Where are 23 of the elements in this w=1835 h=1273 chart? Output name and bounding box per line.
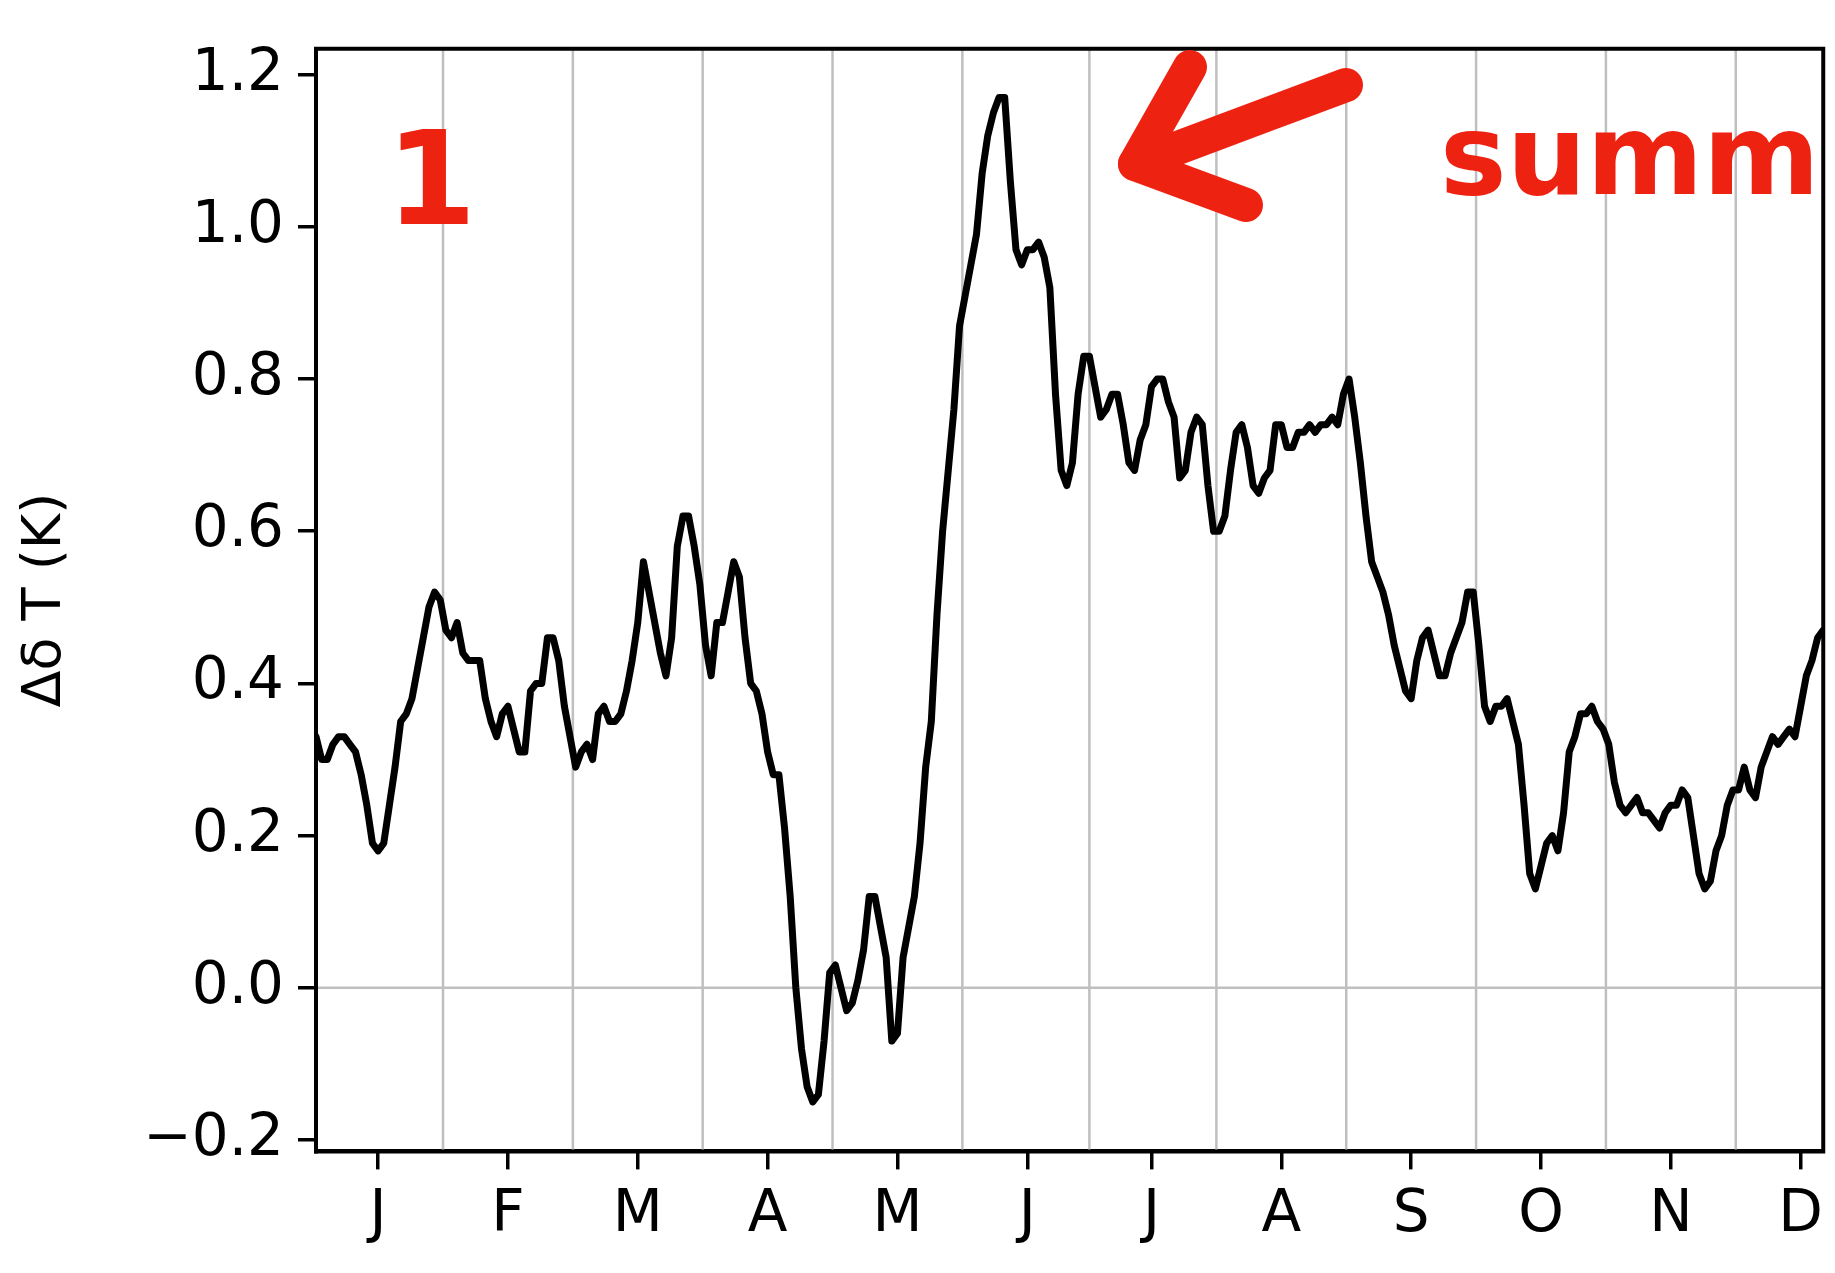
y-tick-label: 1.2 bbox=[191, 35, 284, 104]
y-tick-label: 0.2 bbox=[191, 796, 284, 865]
y-tick-label: −0.2 bbox=[143, 1101, 284, 1170]
y-tick-label: 0.4 bbox=[191, 644, 284, 713]
x-tick-label: J bbox=[1015, 1177, 1036, 1246]
x-tick-label: S bbox=[1392, 1177, 1430, 1246]
annotation: 1 bbox=[386, 102, 477, 255]
x-tick-label: A bbox=[1261, 1177, 1302, 1246]
x-tick-label: M bbox=[612, 1177, 663, 1246]
y-tick-label: 1.0 bbox=[191, 187, 284, 256]
x-tick-label: A bbox=[747, 1177, 788, 1246]
y-axis-title: Δδ T (K) bbox=[10, 492, 74, 708]
x-tick-label: O bbox=[1518, 1177, 1564, 1246]
y-tick-label: 0.6 bbox=[191, 492, 284, 561]
x-tick-label: D bbox=[1778, 1177, 1824, 1246]
annotation: summ bbox=[1440, 89, 1820, 220]
x-tick-label: J bbox=[366, 1177, 387, 1246]
x-tick-label: N bbox=[1649, 1177, 1693, 1246]
x-tick-label: F bbox=[491, 1177, 525, 1246]
x-tick-label: M bbox=[872, 1177, 923, 1246]
x-tick-label: J bbox=[1139, 1177, 1161, 1246]
y-tick-label: 0.0 bbox=[191, 948, 284, 1017]
y-tick-label: 0.8 bbox=[191, 340, 284, 409]
